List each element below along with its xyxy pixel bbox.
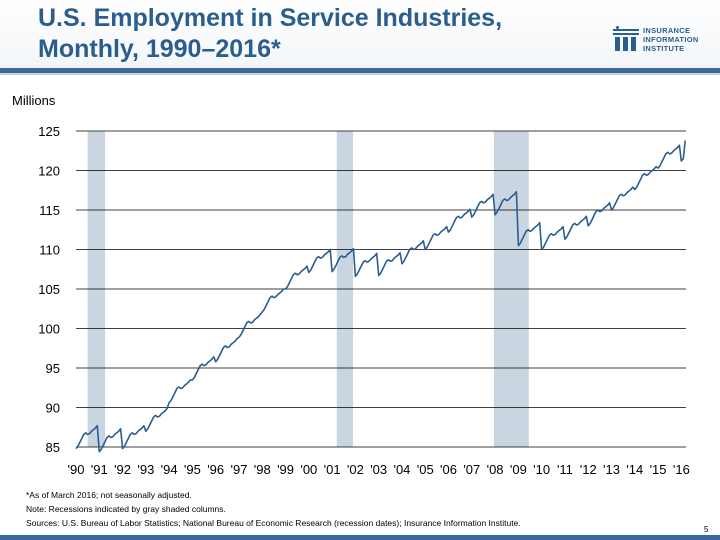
x-tick-label-2006: '06	[440, 462, 457, 477]
x-tick-label-2012: '12	[580, 462, 597, 477]
x-tick-label-1997: '97	[231, 462, 248, 477]
y-tick-label-110: 110	[39, 243, 60, 258]
title-line-2: Monthly, 1990–2016*	[38, 35, 281, 63]
x-tick-label-2015: '15	[650, 462, 667, 477]
page-number: 5	[704, 525, 709, 534]
page-title: U.S. Employment in Service Industries, M…	[38, 3, 502, 65]
x-tick-label-1990: '90	[68, 462, 85, 477]
footnote-asof: *As of March 2016; not seasonally adjust…	[26, 490, 192, 500]
x-tick-label-1994: '94	[161, 462, 178, 477]
x-tick-label-2008: '08	[487, 462, 504, 477]
y-tick-label-105: 105	[38, 282, 60, 297]
iii-logo-icon	[613, 26, 639, 51]
footer-bar	[0, 535, 720, 540]
x-tick-label-2016: '16	[673, 462, 690, 477]
y-tick-label-90: 90	[46, 401, 60, 416]
x-tick-label-1998: '98	[254, 462, 271, 477]
series-line-service-employment	[75, 140, 686, 453]
x-tick-label-2007: '07	[463, 462, 480, 477]
employment-line-chart: 85 90 95 100 105 110 115 120 125 '90 '91 '92 '93 '94 '…	[38, 124, 690, 477]
x-tick-label-2001: '01	[324, 462, 341, 477]
x-tick-label-2005: '05	[417, 462, 434, 477]
x-tick-label-1999: '99	[277, 462, 294, 477]
x-tick-label-2011: '11	[557, 462, 573, 477]
x-tick-label-2003: '03	[370, 462, 387, 477]
logo-line-1: INSURANCE	[643, 26, 691, 35]
x-tick-label-2000: '00	[300, 462, 317, 477]
header-divider	[0, 68, 720, 73]
x-tick-label-2002: '02	[347, 462, 364, 477]
y-tick-label-85: 85	[46, 440, 60, 455]
x-tick-label-2010: '10	[533, 462, 550, 477]
y-tick-label-95: 95	[46, 361, 60, 376]
iii-logo: INSURANCE INFORMATION INSTITUTE	[612, 24, 712, 60]
y-tick-label-100: 100	[38, 322, 60, 337]
header-divider-shadow	[0, 73, 720, 75]
title-line-1: U.S. Employment in Service Industries,	[38, 4, 503, 32]
y-axis-label: Millions	[12, 93, 56, 108]
footnotes: *As of March 2016; not seasonally adjust…	[26, 488, 521, 530]
y-tick-label-120: 120	[38, 164, 60, 179]
x-tick-label-2004: '04	[393, 462, 410, 477]
y-tick-label-125: 125	[38, 124, 60, 139]
footnote-sources: Sources: U.S. Bureau of Labor Statistics…	[26, 518, 521, 528]
x-tick-label-2013: '13	[603, 462, 620, 477]
x-tick-label-1993: '93	[137, 462, 154, 477]
x-tick-label-1992: '92	[114, 462, 131, 477]
x-tick-label-2009: '09	[510, 462, 527, 477]
x-tick-label-2014: '14	[626, 462, 643, 477]
y-tick-label-115: 115	[39, 203, 60, 218]
header-band: U.S. Employment in Service Industries, M…	[0, 0, 720, 68]
logo-line-3: INSTITUTE	[643, 44, 685, 53]
logo-line-2: INFORMATION	[643, 35, 699, 44]
x-tick-label-1991: '91	[91, 462, 108, 477]
x-tick-label-1996: '96	[207, 462, 224, 477]
logo-wordmark: INSURANCE INFORMATION INSTITUTE	[643, 26, 699, 53]
footnote-recessions: Note: Recessions indicated by gray shade…	[26, 504, 226, 514]
x-tick-label-1995: '95	[184, 462, 201, 477]
